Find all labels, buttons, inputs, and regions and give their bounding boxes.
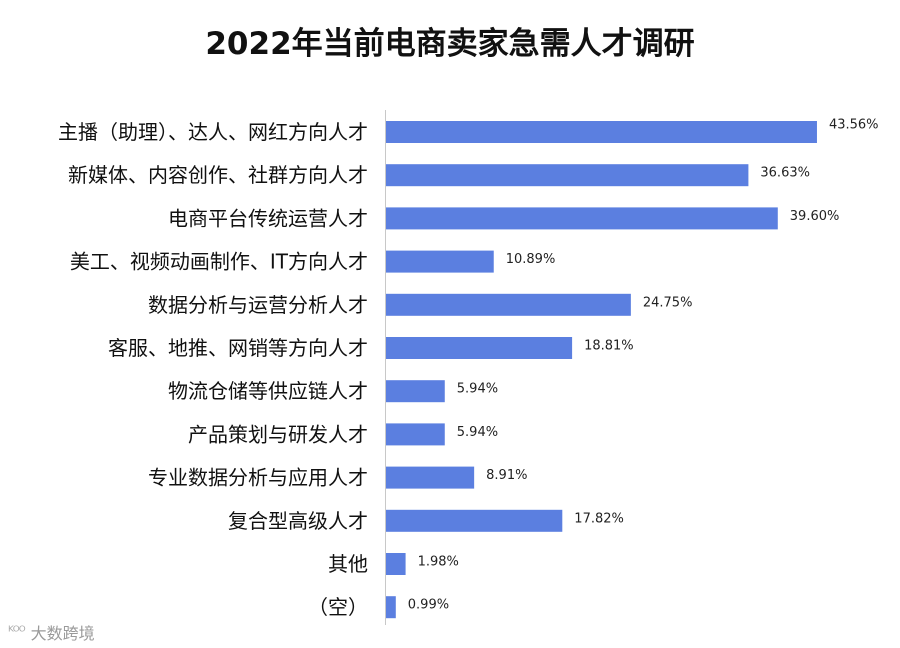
watermark-text: 大数跨境 xyxy=(30,624,95,643)
data-label: 43.56% xyxy=(829,118,879,133)
data-label: 8.91% xyxy=(486,468,527,483)
category-label: 复合型高级人才 xyxy=(228,509,368,533)
bar xyxy=(386,293,631,316)
chart-title: 2022年当前电商卖家急需人才调研 xyxy=(205,26,695,62)
category-label: 客服、地推、网销等方向人才 xyxy=(108,336,368,360)
bar xyxy=(386,423,445,446)
bar xyxy=(386,466,475,489)
data-label: 39.60% xyxy=(790,209,840,224)
category-label: 专业数据分析与应用人才 xyxy=(148,466,368,490)
data-label: 18.81% xyxy=(584,339,634,354)
data-label: 1.98% xyxy=(418,555,459,570)
category-label: 电商平台传统运营人才 xyxy=(168,206,368,230)
data-label: 24.75% xyxy=(643,295,693,310)
bar xyxy=(386,553,406,575)
category-label: （空） xyxy=(308,595,368,619)
category-label: 其他 xyxy=(328,552,368,576)
category-label: 主播（助理）、达人、网红方向人才 xyxy=(58,120,368,144)
bar xyxy=(386,207,778,230)
bar xyxy=(386,509,563,532)
watermark: ᴷᴼᴼ 大数跨境 xyxy=(8,620,95,644)
data-label: 36.63% xyxy=(760,166,810,181)
data-label: 10.89% xyxy=(506,252,556,267)
category-label: 数据分析与运营分析人才 xyxy=(148,293,368,317)
category-label: 美工、视频动画制作、IT方向人才 xyxy=(70,250,368,274)
data-label: 5.94% xyxy=(457,425,498,440)
bar xyxy=(386,380,445,403)
category-label: 产品策划与研发人才 xyxy=(188,422,368,446)
bar xyxy=(386,337,573,359)
bar xyxy=(386,164,749,187)
bar xyxy=(386,596,396,619)
watermark-logo: ᴷᴼᴼ xyxy=(8,624,26,640)
data-label: 17.82% xyxy=(574,511,624,526)
data-label: 0.99% xyxy=(408,598,449,613)
data-label: 5.94% xyxy=(457,382,498,397)
bar xyxy=(386,121,817,143)
category-label: 新媒体、内容创作、社群方向人才 xyxy=(68,163,368,187)
bar xyxy=(386,250,494,273)
category-label: 物流仓储等供应链人才 xyxy=(168,379,368,403)
